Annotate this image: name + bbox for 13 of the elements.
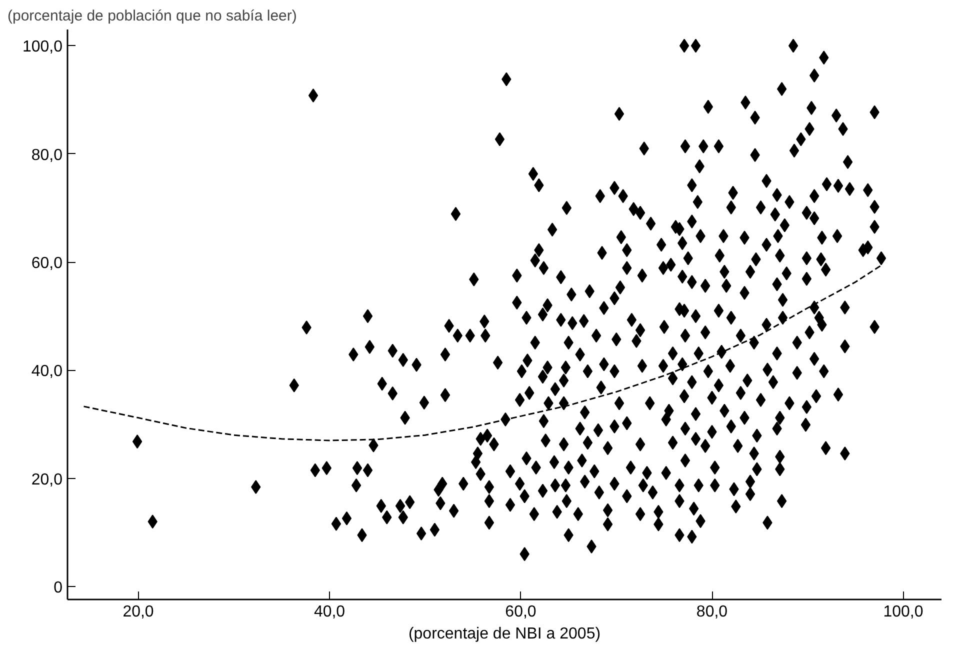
x-tick-label: 40,0 <box>314 604 346 620</box>
x-tick-label: 100,0 <box>883 604 924 620</box>
x-tick-label: 80,0 <box>696 604 728 620</box>
y-tick-label: 0 <box>54 580 63 597</box>
x-axis-title: (porcentaje de NBI a 2005) <box>408 626 601 642</box>
y-tick-label: 100,0 <box>22 38 63 56</box>
y-tick-label: 20,0 <box>31 471 63 488</box>
x-tick-label: 60,0 <box>505 604 536 620</box>
x-tick-label: 20,0 <box>122 604 154 620</box>
y-tick-label: 60,0 <box>31 255 63 272</box>
y-tick-label: 80,0 <box>31 146 63 164</box>
y-axis-title: (porcentaje de población que no sabía leer) <box>8 8 297 24</box>
y-tick-label: 40,0 <box>31 363 63 380</box>
